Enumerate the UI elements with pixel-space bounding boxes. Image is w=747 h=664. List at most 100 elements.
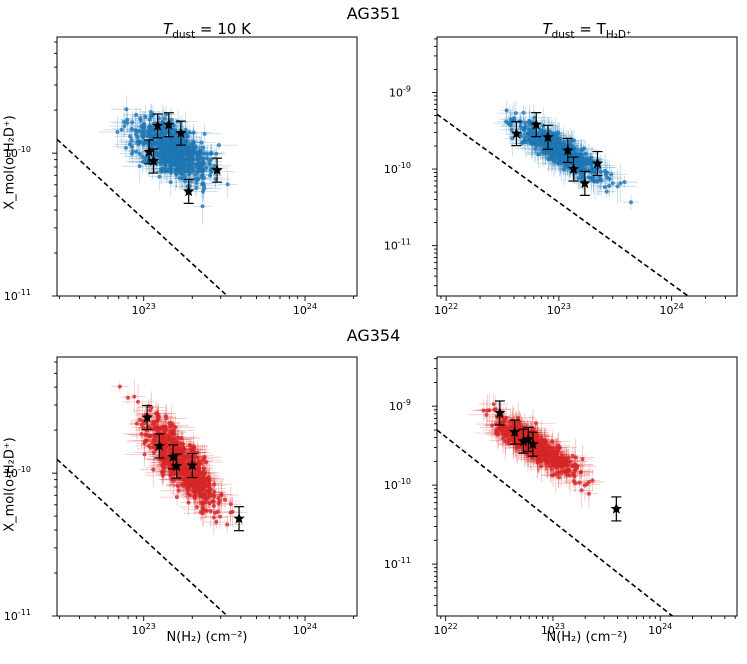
cloud-point bbox=[591, 176, 596, 181]
cloud-point bbox=[193, 471, 198, 476]
cloud-point bbox=[610, 181, 615, 186]
cloud-point bbox=[184, 469, 189, 474]
star-point-2 bbox=[147, 148, 160, 174]
cloud-point bbox=[122, 124, 127, 129]
cloud-point bbox=[604, 189, 609, 194]
cloud-point bbox=[129, 126, 134, 131]
cloud-point bbox=[527, 122, 532, 127]
cloud-point bbox=[184, 148, 189, 153]
cloud-point bbox=[191, 144, 196, 149]
cloud-point bbox=[132, 394, 137, 399]
cloud-point bbox=[173, 139, 178, 144]
star-marker bbox=[186, 459, 198, 471]
cloud-point bbox=[598, 170, 603, 175]
cloud-point bbox=[171, 127, 176, 132]
col-title-right: Tdust = TH₂D⁺ bbox=[542, 20, 632, 41]
cloud-point bbox=[153, 439, 158, 444]
cloud-point bbox=[141, 126, 146, 131]
cloud-point bbox=[146, 443, 151, 448]
cloud-point bbox=[618, 181, 623, 186]
cloud-point bbox=[550, 155, 555, 160]
cloud-point bbox=[207, 486, 212, 491]
cloud-point bbox=[556, 148, 561, 153]
cloud-point bbox=[195, 152, 200, 157]
cloud-point bbox=[602, 185, 607, 190]
cloud-point bbox=[172, 149, 177, 154]
cloud-point bbox=[197, 475, 202, 480]
cloud-point bbox=[162, 156, 167, 161]
star-marker bbox=[183, 185, 195, 197]
cloud-point bbox=[135, 135, 140, 140]
cloud-point bbox=[523, 121, 528, 126]
cloud-point bbox=[137, 140, 142, 145]
star-point-7 bbox=[591, 150, 604, 177]
cloud-point bbox=[212, 482, 217, 487]
cloud-point bbox=[143, 114, 148, 119]
cloud-point bbox=[160, 450, 165, 455]
star-marker bbox=[542, 131, 554, 143]
cloud-point bbox=[189, 179, 194, 184]
cloud-point bbox=[185, 484, 190, 489]
cloud-point bbox=[533, 139, 538, 144]
cloud-point bbox=[168, 435, 173, 440]
cloud-point bbox=[590, 478, 595, 483]
x-tick-label: 1024 bbox=[660, 302, 684, 317]
cloud-point bbox=[208, 509, 213, 514]
cloud-point bbox=[139, 431, 144, 436]
cloud-point bbox=[124, 107, 129, 112]
cloud-point bbox=[561, 167, 566, 172]
cloud-point bbox=[169, 132, 174, 137]
cloud-point bbox=[202, 131, 207, 136]
cloud-point bbox=[569, 139, 574, 144]
cloud-point bbox=[214, 151, 219, 156]
cloud-point bbox=[198, 492, 203, 497]
star-marker bbox=[151, 119, 164, 131]
cloud-point bbox=[173, 425, 178, 430]
cloud-point bbox=[182, 476, 187, 481]
cloud-point bbox=[126, 395, 131, 400]
star-marker bbox=[562, 144, 574, 156]
cloud-point bbox=[134, 112, 139, 117]
x-tick-label: 1023 bbox=[132, 622, 156, 637]
cloud-point bbox=[527, 138, 532, 143]
cloud-point bbox=[582, 160, 587, 165]
axes-frame bbox=[56, 36, 358, 297]
cloud-point bbox=[540, 150, 545, 155]
data-cloud bbox=[468, 393, 606, 510]
star-marker bbox=[153, 439, 166, 451]
cloud-point bbox=[191, 444, 196, 449]
cloud-point bbox=[629, 200, 634, 205]
cloud-point bbox=[147, 130, 152, 135]
y-tick-label: 10-9 bbox=[389, 84, 411, 99]
cloud-point bbox=[183, 163, 188, 168]
cloud-point bbox=[578, 172, 583, 177]
cloud-point bbox=[523, 136, 528, 141]
cloud-point bbox=[137, 164, 142, 169]
cloud-point bbox=[187, 164, 192, 169]
cloud-point bbox=[194, 504, 199, 509]
cloud-point bbox=[152, 134, 157, 139]
cloud-point bbox=[199, 140, 204, 145]
cloud-point bbox=[168, 129, 173, 134]
cloud-point bbox=[201, 145, 206, 150]
star-marker bbox=[591, 157, 604, 169]
cloud-point bbox=[186, 453, 191, 458]
cloud-point bbox=[513, 111, 518, 116]
cloud-point bbox=[536, 152, 541, 157]
cloud-point bbox=[206, 483, 211, 488]
cloud-point bbox=[202, 493, 207, 498]
cloud-point bbox=[583, 151, 588, 156]
star-point-2 bbox=[530, 112, 542, 138]
cloud-point bbox=[518, 124, 523, 129]
cloud-point bbox=[168, 180, 173, 185]
cloud-point bbox=[535, 143, 540, 148]
cloud-point bbox=[204, 165, 209, 170]
cloud-point bbox=[171, 477, 176, 482]
cloud-point bbox=[595, 179, 600, 184]
cloud-point bbox=[157, 139, 162, 144]
cloud-point bbox=[525, 133, 530, 138]
cloud-point bbox=[214, 520, 219, 525]
cloud-point bbox=[199, 500, 204, 505]
cloud-point bbox=[117, 384, 122, 389]
